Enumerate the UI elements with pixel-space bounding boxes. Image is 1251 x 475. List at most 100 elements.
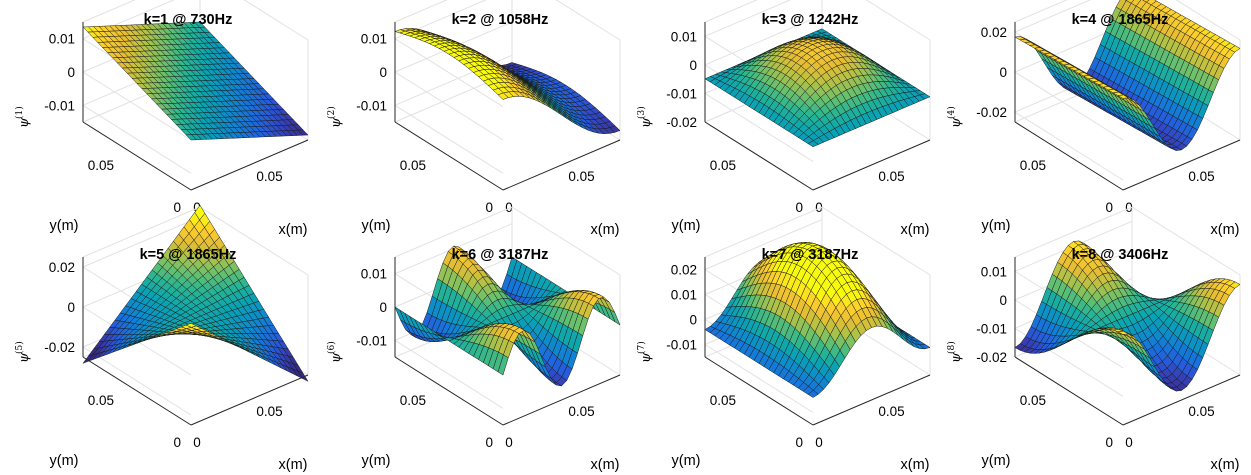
z-tick-label: 0 <box>379 65 387 80</box>
surface-panel-k3: k=3 @ 1242Hz 0 0.05 0 0.05 0.01 0 -0.01 -0.02 x(m… <box>636 0 931 238</box>
axes <box>704 22 931 191</box>
y-tick-label: 0 <box>485 200 493 215</box>
x-tick-label: 0 <box>815 435 823 450</box>
x-axis-label: x(m) <box>279 457 308 473</box>
y-axis-label: y(m) <box>672 218 701 234</box>
z-tick-label: -0.02 <box>44 340 75 355</box>
surface-mesh <box>394 245 621 387</box>
surface-patch <box>807 140 819 148</box>
y-tick-label: 0.05 <box>710 158 736 173</box>
surface-mesh <box>1014 0 1241 151</box>
y-tick-label: 0 <box>1105 435 1113 450</box>
z-tick-label: -0.02 <box>976 105 1007 120</box>
x-tick-label: 0 <box>1125 200 1133 215</box>
y-axis-label: y(m) <box>50 218 79 234</box>
surface-panel-k4: k=4 @ 1865Hz 0 0.05 0 0.05 0.02 0 -0.02 x(m) y(m)… <box>946 0 1241 238</box>
panel-title: k=4 @ 1865Hz <box>1072 12 1169 28</box>
z-tick-label: 0.01 <box>671 29 697 44</box>
z-tick-label: 0 <box>689 58 697 73</box>
panel-title: k=5 @ 1865Hz <box>140 247 237 263</box>
panel-title: k=6 @ 3187Hz <box>452 247 549 263</box>
z-tick-label: -0.01 <box>666 86 697 101</box>
x-tick-label: 0.05 <box>256 404 282 419</box>
x-axis-label: x(m) <box>901 222 930 238</box>
panel-title: k=8 @ 3406Hz <box>1072 247 1169 263</box>
surface-panel-k1: k=1 @ 730Hz 0 0.05 0 0.05 0.01 0 -0.01 x(m) y(m) ψ… <box>14 0 309 238</box>
y-tick-label: 0 <box>173 200 181 215</box>
x-tick-label: 0.05 <box>256 169 282 184</box>
z-tick-label: -0.01 <box>356 333 387 348</box>
x-tick-label: 0.05 <box>1188 169 1214 184</box>
x-tick-label: 0 <box>815 200 823 215</box>
z-axis-superscript: (5) <box>14 341 25 354</box>
surface-mesh <box>704 242 931 398</box>
z-axis-label: ψ(3) <box>636 106 654 128</box>
z-axis-symbol: ψ <box>639 117 654 128</box>
x-tick-label: 0.05 <box>878 404 904 419</box>
y-axis-label: y(m) <box>672 453 701 469</box>
x-axis-label: x(m) <box>1211 222 1240 238</box>
z-tick-label: 0 <box>689 313 697 328</box>
panel-title: k=1 @ 730Hz <box>144 12 233 28</box>
x-axis-label: x(m) <box>591 457 620 473</box>
surface-mesh <box>704 28 931 148</box>
z-tick-label: 0.01 <box>671 288 697 303</box>
x-axis-label: x(m) <box>901 457 930 473</box>
z-axis-label: ψ(7) <box>636 341 654 363</box>
z-tick-label: -0.01 <box>976 321 1007 336</box>
z-axis-superscript: (3) <box>636 106 647 119</box>
y-tick-label: 0.05 <box>88 158 114 173</box>
y-tick-label: 0 <box>173 435 181 450</box>
z-axis-superscript: (4) <box>946 106 957 119</box>
y-axis-label: y(m) <box>982 453 1011 469</box>
x-axis-label: x(m) <box>591 222 620 238</box>
y-axis-label: y(m) <box>362 218 391 234</box>
x-tick-label: 0 <box>193 435 201 450</box>
y-tick-label: 0 <box>795 435 803 450</box>
z-axis-label: ψ(5) <box>14 341 32 363</box>
y-tick-label: 0.05 <box>400 158 426 173</box>
surface-panel-k8: k=8 @ 3406Hz 0 0.05 0 0.05 0.01 0 -0.01 -0.02 x(m… <box>946 206 1241 473</box>
z-tick-label: 0.01 <box>981 264 1007 279</box>
x-tick-label: 0 <box>505 435 513 450</box>
z-axis-symbol: ψ <box>949 117 964 128</box>
surface-panel-k6: k=6 @ 3187Hz 0 0.05 0 0.05 0.01 0 -0.01 x(m) y(m)… <box>326 206 621 473</box>
x-tick-label: 0 <box>505 200 513 215</box>
z-axis-symbol: ψ <box>329 117 344 128</box>
surface-mesh <box>394 28 621 135</box>
panel-title: k=7 @ 3187Hz <box>762 247 859 263</box>
axes <box>394 22 621 191</box>
z-axis-superscript: (6) <box>326 341 337 354</box>
z-axis-label: ψ(1) <box>14 106 32 128</box>
surface-mesh <box>1014 240 1241 392</box>
z-tick-label: 0.01 <box>49 32 75 47</box>
panel-title: k=3 @ 1242Hz <box>762 12 859 28</box>
surface-mesh <box>82 204 309 382</box>
z-tick-label: 0 <box>999 65 1007 80</box>
z-tick-label: 0 <box>67 65 75 80</box>
y-tick-label: 0.05 <box>88 393 114 408</box>
z-tick-label: 0 <box>67 300 75 315</box>
z-tick-label: -0.02 <box>666 115 697 130</box>
y-tick-label: 0.05 <box>400 393 426 408</box>
z-axis-label: ψ(2) <box>326 106 344 128</box>
x-tick-label: 0.05 <box>1188 404 1214 419</box>
z-tick-label: 0 <box>379 300 387 315</box>
z-tick-label: 0 <box>999 293 1007 308</box>
y-tick-label: 0 <box>485 435 493 450</box>
x-axis-label: x(m) <box>279 222 308 238</box>
surface-patch <box>497 92 509 100</box>
z-axis-label: ψ(4) <box>946 106 964 128</box>
z-tick-label: 0.02 <box>49 260 75 275</box>
surface-patch <box>185 134 197 141</box>
z-tick-label: 0.02 <box>671 263 697 278</box>
y-tick-label: 0 <box>1105 200 1113 215</box>
z-axis-superscript: (1) <box>14 106 25 119</box>
x-tick-label: 0.05 <box>878 169 904 184</box>
x-tick-label: 0.05 <box>568 169 594 184</box>
x-tick-label: 0 <box>1125 435 1133 450</box>
y-axis-label: y(m) <box>362 453 391 469</box>
z-tick-label: -0.01 <box>356 98 387 113</box>
z-tick-label: 0.02 <box>981 25 1007 40</box>
